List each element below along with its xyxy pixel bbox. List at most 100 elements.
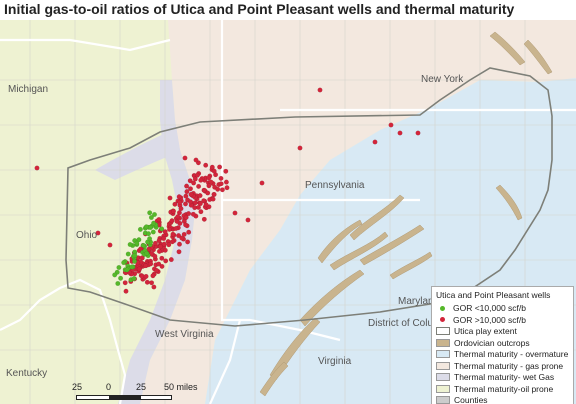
well-gor-high bbox=[159, 255, 165, 261]
well-gor-high bbox=[223, 168, 229, 174]
well-gor-low bbox=[147, 225, 153, 230]
label-virginia: Virginia bbox=[318, 356, 352, 367]
well-gor-high bbox=[177, 199, 183, 205]
legend-fill-swatch bbox=[436, 361, 450, 370]
well-gor-low bbox=[125, 251, 131, 257]
well-gor-high bbox=[167, 226, 172, 232]
scale-tick-50: 50 miles bbox=[164, 382, 198, 392]
well-gor-high bbox=[150, 273, 156, 279]
well-gor-high bbox=[156, 261, 162, 267]
legend: Utica and Point Pleasant wells GOR <10,0… bbox=[431, 286, 574, 404]
well-gor-high bbox=[205, 190, 211, 196]
well-gor-high bbox=[156, 217, 162, 222]
well-gor-high bbox=[190, 211, 196, 217]
well-gor-high bbox=[197, 201, 203, 207]
legend-item: Thermal maturity - gas prone bbox=[436, 361, 563, 371]
label-kentucky: Kentucky bbox=[6, 368, 48, 379]
well-gor-high bbox=[186, 211, 192, 217]
well-gor-high bbox=[208, 179, 214, 185]
legend-item: Ordovician outcrops bbox=[436, 338, 530, 348]
well-gor-high bbox=[176, 233, 182, 239]
legend-item: GOR >10,000 scf/b bbox=[436, 315, 526, 325]
well-gor-low bbox=[127, 242, 133, 247]
well-gor-high bbox=[184, 189, 190, 195]
well-gor-high bbox=[209, 164, 215, 170]
well-gor-high bbox=[186, 229, 192, 235]
well-gor-high bbox=[148, 261, 154, 267]
scale-tick-25: 25 bbox=[136, 382, 147, 392]
well-gor-high bbox=[203, 202, 209, 208]
well-gor-high bbox=[143, 273, 149, 279]
well-gor-high bbox=[95, 230, 101, 236]
scale-tick-0: 0 bbox=[106, 382, 112, 392]
well-gor-high bbox=[159, 263, 165, 269]
well-gor-high bbox=[171, 208, 176, 214]
well-gor-high bbox=[388, 122, 394, 128]
well-gor-low bbox=[143, 224, 149, 230]
well-gor-high bbox=[144, 279, 150, 285]
well-gor-high bbox=[166, 242, 172, 248]
well-gor-high bbox=[182, 155, 188, 161]
well-gor-high bbox=[181, 231, 187, 237]
well-gor-high bbox=[107, 242, 113, 248]
well-gor-high bbox=[188, 186, 193, 192]
label-maryland: Maryland bbox=[398, 296, 440, 307]
legend-item: Thermal maturity - overmature bbox=[436, 349, 568, 359]
well-gor-high bbox=[201, 187, 207, 193]
well-gor-high bbox=[183, 214, 189, 220]
well-gor-low bbox=[115, 281, 121, 286]
well-gor-high bbox=[317, 87, 323, 93]
well-gor-high bbox=[203, 162, 209, 168]
utica-play-extent bbox=[65, 67, 553, 327]
well-gor-high bbox=[173, 226, 179, 231]
well-gor-high bbox=[198, 209, 204, 215]
well-gor-high bbox=[157, 244, 163, 250]
well-gor-high bbox=[194, 172, 200, 178]
legend-item-label: GOR >10,000 scf/b bbox=[453, 314, 526, 325]
legend-item-label: GOR <10,000 scf/b bbox=[453, 303, 526, 313]
well-gor-high bbox=[215, 186, 221, 192]
well-gor-high bbox=[197, 193, 203, 199]
well-gor-high bbox=[176, 249, 182, 255]
well-gor-high bbox=[149, 280, 155, 286]
well-gor-high bbox=[191, 180, 197, 186]
well-gor-high bbox=[223, 179, 229, 185]
well-gor-high bbox=[136, 266, 142, 272]
well-gor-low bbox=[147, 210, 153, 216]
scale-segment-2 bbox=[110, 395, 140, 400]
eia-logo: eia bbox=[540, 402, 574, 404]
well-gor-high bbox=[218, 181, 224, 187]
well-gor-low bbox=[112, 272, 118, 278]
map-area[interactable]: Michigan New York Pennsylvania Ohio West… bbox=[0, 20, 576, 404]
well-gor-high bbox=[196, 183, 202, 189]
scale-segment-1 bbox=[76, 395, 110, 400]
label-pennsylvania: Pennsylvania bbox=[305, 180, 365, 191]
well-gor-high bbox=[177, 241, 182, 247]
well-gor-high bbox=[185, 239, 191, 245]
well-gor-low bbox=[144, 250, 150, 256]
well-gor-high bbox=[188, 191, 194, 197]
well-gor-high bbox=[210, 196, 216, 202]
label-west-virginia: West Virginia bbox=[155, 329, 214, 340]
legend-item-label: Thermal maturity-oil prone bbox=[454, 383, 554, 394]
well-gor-high bbox=[167, 195, 173, 201]
well-gor-low bbox=[116, 265, 122, 270]
well-gor-high bbox=[168, 257, 174, 263]
well-gor-high bbox=[176, 194, 182, 200]
well-gor-high bbox=[218, 175, 224, 181]
map-title: Initial gas-to-oil ratios of Utica and P… bbox=[4, 1, 515, 17]
well-gor-high bbox=[163, 258, 169, 264]
well-gor-high bbox=[217, 164, 223, 170]
well-gor-high bbox=[169, 218, 175, 224]
well-gor-high bbox=[123, 288, 129, 294]
well-gor-low bbox=[129, 264, 135, 270]
well-gor-high bbox=[172, 201, 178, 207]
well-gor-low bbox=[150, 229, 156, 235]
legend-item: Thermal maturity- wet Gas bbox=[436, 372, 554, 382]
well-gor-low bbox=[140, 242, 146, 248]
label-ohio: Ohio bbox=[76, 230, 98, 241]
well-gor-high bbox=[192, 176, 198, 182]
legend-item: Utica play extent bbox=[436, 326, 517, 336]
state-borders bbox=[0, 20, 576, 404]
legend-item-label: Thermal maturity- wet Gas bbox=[454, 372, 555, 382]
